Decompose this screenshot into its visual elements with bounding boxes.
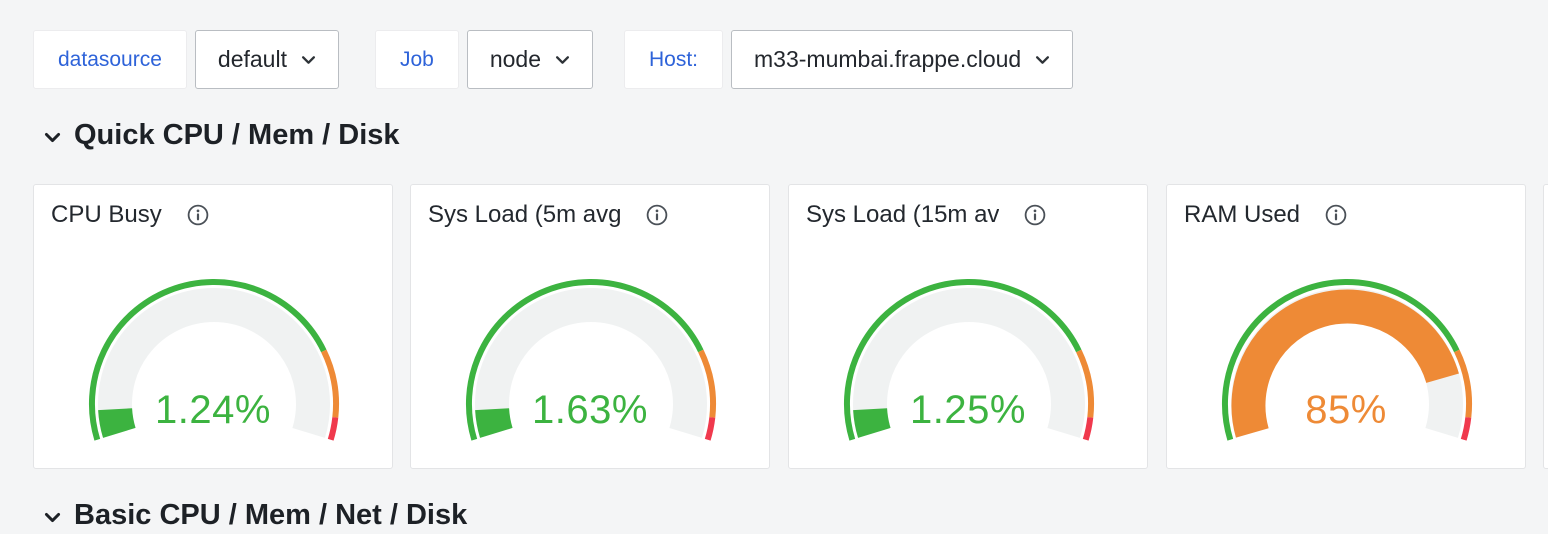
gauge-value: 1.25% [910,388,1026,432]
section-title: Quick CPU / Mem / Disk [74,119,400,151]
job-select[interactable]: node [466,30,593,89]
job-value: node [489,46,541,72]
chevron-down-icon [44,512,61,523]
panel-row: CPU Busy 1.24% Sys Load (5m avg 1.63% Sy… [33,184,1548,469]
job-label[interactable]: Job [374,30,459,89]
cpu-busy-gauge [88,278,339,441]
chevron-down-icon [301,55,316,65]
clipped-panel-edge [1543,184,1548,469]
chevron-down-icon [44,132,61,143]
sys-load-5m-gauge [465,278,716,441]
gauge-value: 1.63% [532,388,648,432]
section-header-basic-cpu-mem-net-disk[interactable]: Basic CPU / Mem / Net / Disk [44,499,467,532]
panel-sys-load-5m: Sys Load (5m avg 1.63% [410,184,770,469]
info-icon[interactable] [1023,203,1047,227]
panel-title: CPU Busy [51,201,162,228]
panel-header[interactable]: Sys Load (15m av [806,201,1135,229]
panel-header[interactable]: CPU Busy [51,201,380,229]
info-icon[interactable] [186,203,210,227]
host-label-text: Host: [649,47,699,71]
panel-title: Sys Load (5m avg [428,201,622,228]
dashboard-filter-bar: datasource default Job node Host: m33-mu… [33,30,1074,89]
datasource-label[interactable]: datasource [33,30,187,89]
panel-header[interactable]: RAM Used [1184,201,1513,229]
section-title: Basic CPU / Mem / Net / Disk [74,499,468,531]
host-label[interactable]: Host: [624,30,724,89]
datasource-select[interactable]: default [194,30,339,89]
panel-header[interactable]: Sys Load (5m avg [428,201,757,229]
datasource-value: default [217,46,287,72]
job-label-text: Job [399,47,434,71]
panel-ram-used: RAM Used 85% [1166,184,1526,469]
chevron-down-icon [1035,55,1050,65]
panel-sys-load-15m: Sys Load (15m av 1.25% [788,184,1148,469]
info-icon[interactable] [1324,203,1348,227]
datasource-label-text: datasource [58,47,162,71]
gauge-value: 1.24% [155,388,271,432]
section-header-quick-cpu-mem-disk[interactable]: Quick CPU / Mem / Disk [44,119,400,152]
info-icon[interactable] [645,203,669,227]
ram-used-gauge [1221,278,1472,441]
gauge-value: 85% [1305,388,1387,432]
panel-cpu-busy: CPU Busy 1.24% [33,184,393,469]
host-select[interactable]: m33-mumbai.frappe.cloud [731,30,1074,89]
panel-title: RAM Used [1184,201,1301,228]
sys-load-15m-gauge [843,278,1094,441]
panel-title: Sys Load (15m av [806,201,1000,228]
chevron-down-icon [555,55,570,65]
host-value: m33-mumbai.frappe.cloud [754,46,1022,72]
